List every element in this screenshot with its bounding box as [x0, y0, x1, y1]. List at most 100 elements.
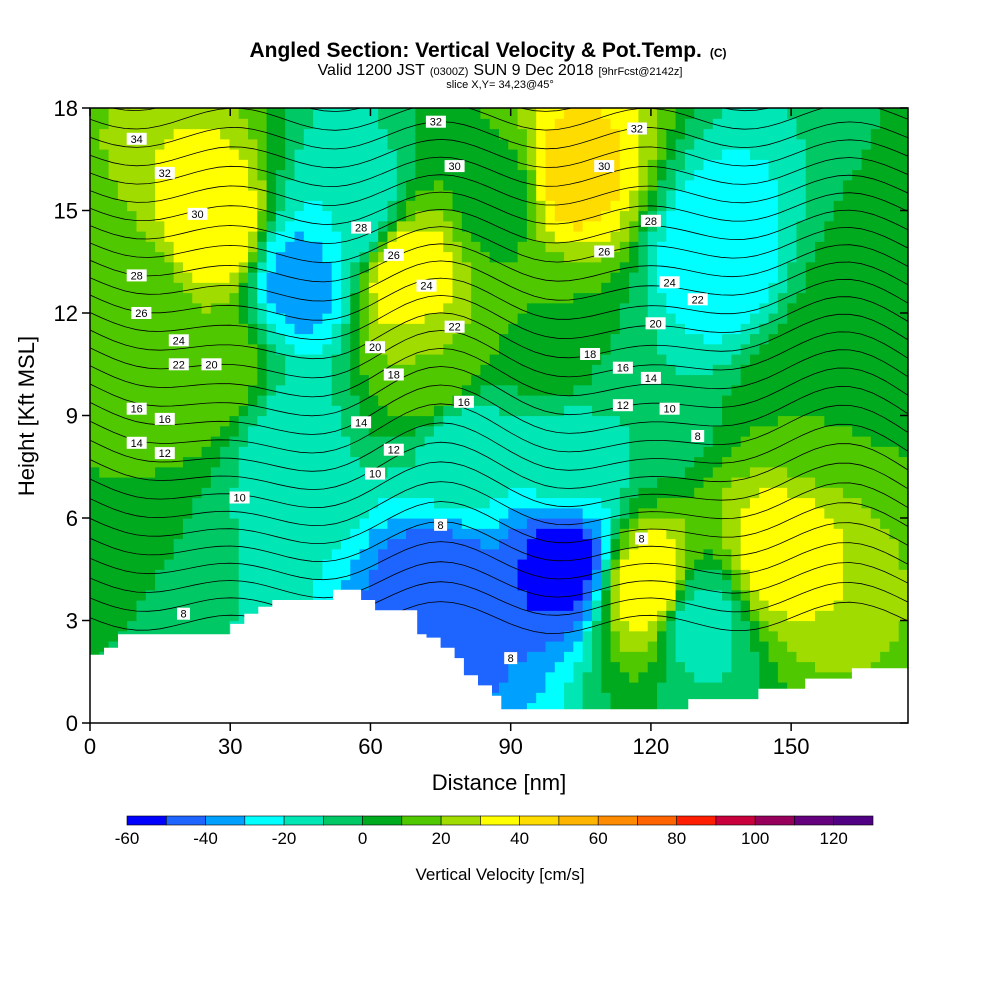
velocity-cell [136, 620, 147, 632]
velocity-cell [433, 600, 444, 611]
velocity-cell [424, 528, 435, 540]
velocity-cell [796, 374, 807, 386]
velocity-cell [331, 169, 342, 181]
velocity-cell [564, 128, 574, 140]
velocity-cell [526, 210, 537, 222]
velocity-cell [694, 487, 705, 499]
velocity-cell [694, 220, 705, 232]
velocity-cell [675, 682, 686, 693]
velocity-cell [712, 477, 723, 488]
velocity-cell [647, 600, 658, 611]
velocity-cell [248, 343, 258, 355]
velocity-cell [722, 692, 732, 704]
velocity-cell [294, 272, 305, 283]
velocity-cell [396, 477, 407, 488]
velocity-cell [768, 651, 779, 663]
velocity-cell [526, 128, 537, 140]
velocity-cell [461, 251, 472, 263]
velocity-cell [759, 108, 770, 119]
velocity-cell [238, 364, 249, 376]
velocity-cell [768, 169, 779, 181]
velocity-cell [368, 118, 379, 130]
velocity-cell [182, 272, 193, 283]
velocity-cell [508, 313, 519, 324]
velocity-cell [508, 477, 519, 488]
velocity-cell [833, 159, 844, 171]
velocity-cell [582, 641, 593, 652]
velocity-cell [303, 364, 314, 376]
velocity-cell [564, 671, 574, 683]
velocity-cell [657, 210, 667, 222]
velocity-cell [108, 456, 119, 468]
velocity-cell [666, 446, 677, 458]
velocity-cell [564, 477, 574, 488]
velocity-cell [824, 538, 835, 550]
velocity-cell [796, 477, 807, 488]
velocity-cell [248, 210, 258, 222]
velocity-cell [378, 231, 389, 242]
velocity-cell [694, 313, 705, 324]
velocity-cell [173, 497, 184, 509]
velocity-cell [452, 446, 463, 458]
velocity-cell [471, 128, 482, 140]
velocity-cell [257, 108, 268, 119]
velocity-cell [536, 559, 547, 570]
velocity-cell [155, 384, 165, 396]
velocity-cell [749, 487, 760, 499]
velocity-cell [852, 610, 863, 622]
velocity-cell [359, 548, 370, 560]
velocity-cell [815, 241, 825, 253]
velocity-cell [229, 538, 240, 550]
velocity-cell [210, 251, 221, 263]
velocity-cell [248, 487, 258, 499]
velocity-cell [99, 600, 110, 611]
velocity-cell [275, 354, 286, 365]
velocity-cell [666, 538, 677, 550]
velocity-cell [415, 374, 426, 386]
velocity-cell [591, 364, 602, 376]
velocity-cell [694, 518, 705, 529]
velocity-cell [666, 600, 677, 611]
velocity-cell [815, 651, 825, 663]
velocity-cell [740, 241, 751, 253]
velocity-cell [842, 241, 853, 253]
velocity-cell [601, 210, 612, 222]
velocity-cell [471, 477, 482, 488]
velocity-cell [805, 179, 816, 191]
velocity-cell [303, 169, 314, 181]
velocity-cell [313, 128, 323, 140]
velocity-cell [564, 507, 574, 519]
velocity-cell [638, 569, 649, 581]
velocity-cell [777, 405, 788, 417]
velocity-cell [740, 149, 751, 160]
velocity-cell [452, 436, 463, 447]
velocity-cell [554, 651, 565, 663]
velocity-cell [545, 333, 556, 345]
velocity-cell [703, 569, 714, 581]
velocity-cell [517, 466, 528, 478]
velocity-cell [424, 620, 435, 632]
velocity-cell [805, 415, 816, 427]
velocity-cell [712, 518, 723, 529]
velocity-cell [350, 128, 361, 140]
velocity-cell [526, 323, 537, 335]
velocity-cell [173, 323, 184, 335]
velocity-cell [155, 313, 165, 324]
velocity-cell [777, 528, 788, 540]
velocity-cell [508, 138, 519, 150]
velocity-cell [638, 159, 649, 171]
velocity-cell [127, 518, 138, 529]
velocity-cell [285, 497, 296, 509]
velocity-cell [787, 436, 798, 447]
velocity-cell [294, 169, 305, 181]
velocity-cell [731, 220, 742, 232]
velocity-cell [229, 354, 240, 365]
velocity-cell [378, 179, 389, 191]
velocity-cell [489, 118, 500, 130]
velocity-cell [127, 241, 138, 253]
velocity-cell [433, 231, 444, 242]
velocity-cell [824, 313, 835, 324]
velocity-cell [684, 108, 695, 119]
velocity-cell [201, 620, 212, 632]
velocity-cell [480, 128, 491, 140]
